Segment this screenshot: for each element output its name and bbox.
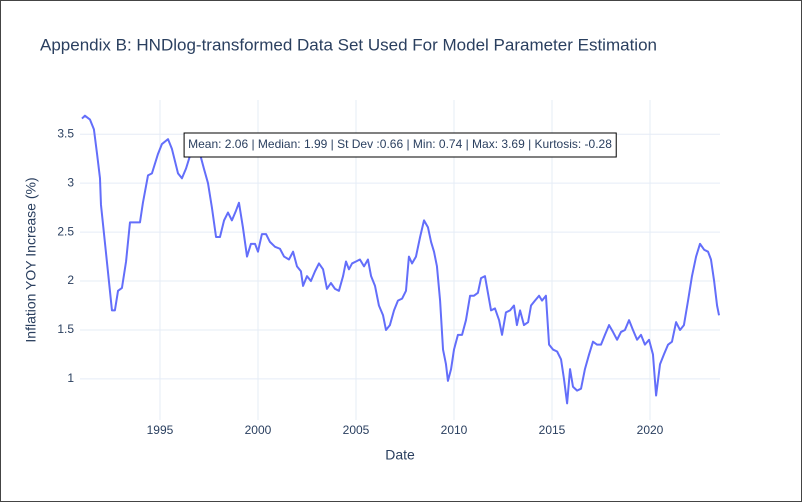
x-tick-label: 2005: [343, 423, 370, 437]
x-tick-label: 2000: [245, 423, 272, 437]
y-tick-label: 3.5: [57, 126, 74, 140]
annotation: Mean: 2.06 | Median: 1.99 | St Dev :0.66…: [188, 137, 612, 151]
y-tick-label: 2.5: [57, 224, 74, 238]
y-tick-label: 2: [67, 273, 74, 287]
x-tick-label: 1995: [147, 423, 174, 437]
x-axis-title: Date: [385, 447, 415, 463]
x-tick-label: 2010: [441, 423, 468, 437]
x-tick-label: 2015: [539, 423, 566, 437]
annotation-box: [183, 132, 617, 158]
y-tick-label: 1: [67, 371, 74, 385]
chart-title: Appendix B: HNDlog-transformed Data Set …: [40, 35, 657, 54]
y-axis-title: Inflation YOY Increase (%): [23, 177, 39, 342]
x-tick-label: 2020: [637, 423, 664, 437]
y-tick-label: 1.5: [57, 322, 74, 336]
y-tick-label: 3: [67, 175, 74, 189]
